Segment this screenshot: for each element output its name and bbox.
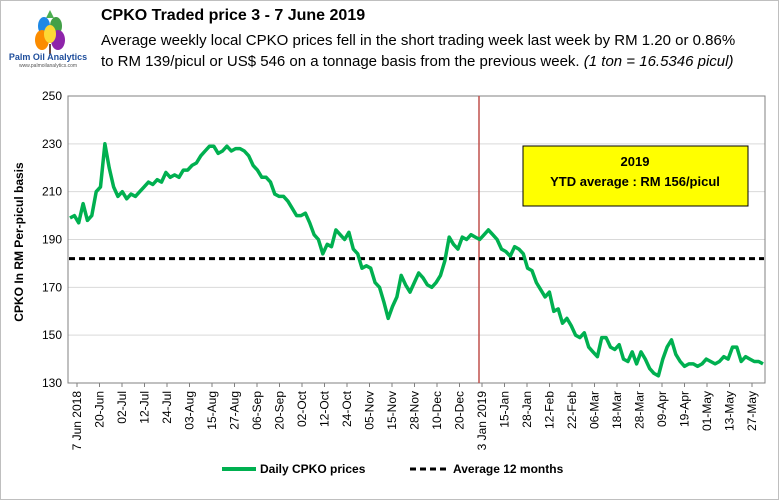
y-tick-label: 190 [42,233,62,247]
chart-subtitle: Average weekly local CPKO prices fell in… [101,30,741,72]
x-tick-label: 27-Aug [228,391,242,430]
x-tick-label: 20-Sep [273,391,287,430]
ytd-box-year: 2019 [621,154,650,169]
x-tick-label: 28-Jan [520,391,534,428]
logo-graphic [35,10,65,54]
x-tick-label: 20-Jun [93,391,107,428]
x-tick-label: 05-Nov [363,391,377,430]
x-tick-label: 19-Apr [678,391,692,427]
y-tick-label: 150 [42,328,62,342]
x-tick-label: 15-Jan [498,391,512,428]
ytd-box-background [522,145,749,207]
x-tick-label: 22-Feb [565,391,579,429]
x-tick-label: 27-May [745,391,759,431]
y-axis-label: CPKO In RM Per-picul basis [12,162,26,322]
x-tick-label: 09-Apr [655,391,669,427]
palm-oil-analytics-logo-icon [35,10,65,54]
ytd-average-box: 2019 YTD average : RM 156/picul [522,145,749,207]
legend-label-average: Average 12 months [453,462,564,476]
x-tick-label: 15-Nov [385,391,399,430]
x-tick-label: 13-May [723,391,737,431]
x-tick-label: 28-Mar [633,391,647,429]
x-tick-label: 02-Jul [115,391,129,424]
x-tick-label: 15-Aug [205,391,219,430]
legend-label-daily-prices: Daily CPKO prices [260,462,366,476]
y-tick-label: 250 [42,89,62,103]
x-tick-label: 18-Mar [610,391,624,429]
ytd-box-average: YTD average : RM 156/picul [550,174,720,189]
x-tick-label: 3 Jan 2019 [475,391,489,451]
x-tick-label: 03-Aug [183,391,197,430]
subtitle-text: Average weekly local CPKO prices fell in… [101,32,736,70]
page-title: CPKO Traded price 3 - 7 June 2019 [101,7,366,24]
logo-url: www.palmoilanalytics.com [18,63,78,69]
plot-area [67,95,766,384]
y-tick-label: 230 [42,137,62,151]
x-tick-label: 28-Nov [408,391,422,430]
x-tick-label: 12-Jul [138,391,152,424]
x-tick-label: 24-Oct [340,390,354,427]
x-tick-label: 12-Feb [543,391,557,429]
x-tick-label: 20-Dec [453,391,467,430]
y-tick-label: 210 [42,185,62,199]
x-tick-label: 06-Mar [588,391,602,429]
x-tick-label: 10-Dec [430,391,444,430]
x-tick-label: 12-Oct [318,390,332,427]
x-axis-ticks: 7 Jun 2018 20-Jun 02-Jul 12-Jul 24-Jul 03-Aug… [70,383,759,450]
subtitle-note: (1 ton = 16.5346 picul) [583,53,734,70]
legend: Daily CPKO prices Average 12 months [222,462,564,476]
x-tick-label: 7 Jun 2018 [70,391,84,451]
x-tick-label: 06-Sep [250,391,264,430]
y-tick-label: 170 [42,280,62,294]
logo-name: Palm Oil Analytics [8,52,88,62]
x-tick-label: 02-Oct [295,390,309,427]
x-tick-label: 24-Jul [160,391,174,424]
y-tick-label: 130 [42,376,62,390]
x-tick-label: 01-May [700,391,714,431]
gridlines [68,95,765,384]
y-axis-ticks: 130 150 170 190 210 230 250 [42,89,62,390]
daily-cpko-prices-line [69,142,764,378]
